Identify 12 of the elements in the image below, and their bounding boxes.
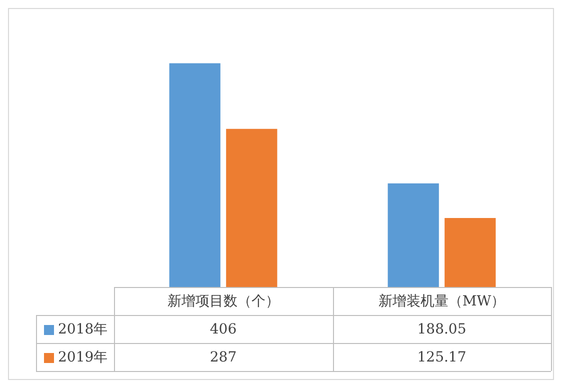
x-tick-label: 新增装机量（MW） — [378, 294, 506, 310]
bar — [388, 183, 439, 287]
bar — [226, 128, 278, 287]
data-label: 287 — [210, 350, 237, 366]
legend-label: 2018年 — [58, 322, 108, 338]
x-tick-label: 新增项目数（个） — [167, 294, 280, 310]
bar — [444, 218, 496, 287]
bar — [169, 63, 220, 287]
data-label: 406 — [210, 322, 237, 338]
data-label: 188.05 — [417, 322, 466, 338]
data-label: 125.17 — [417, 350, 466, 366]
legend-label: 2019年 — [58, 350, 108, 366]
